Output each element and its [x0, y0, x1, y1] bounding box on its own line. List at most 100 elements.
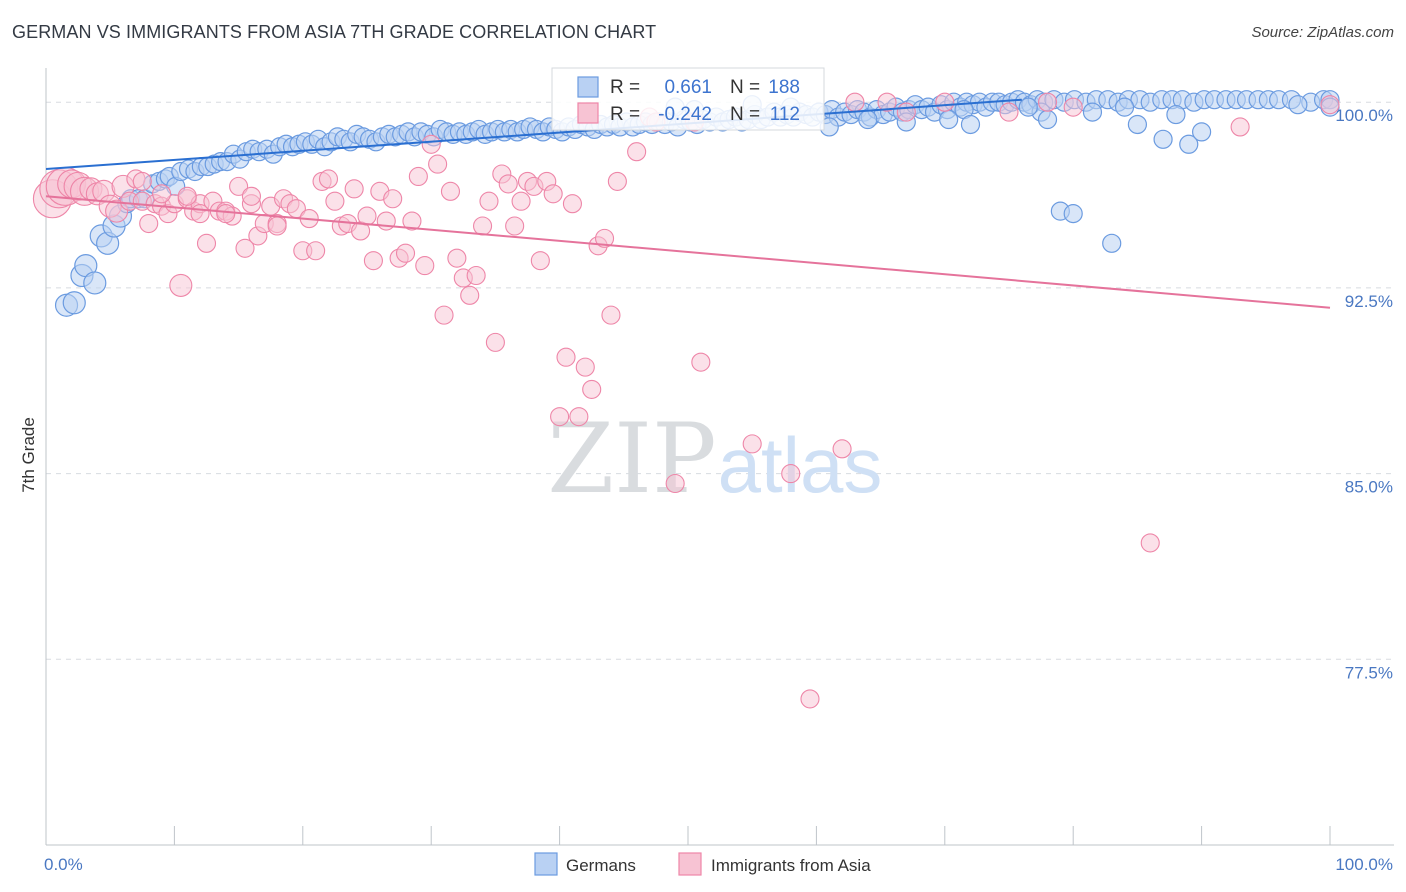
- asia-point: [601, 305, 621, 325]
- asia-point: [466, 265, 486, 286]
- asia-point: [460, 285, 480, 305]
- asia-point: [742, 434, 762, 454]
- stats-swatch-germans: [577, 76, 599, 98]
- asia-point: [440, 181, 461, 201]
- watermark-atlas: atlas: [718, 421, 883, 509]
- germans-point: [1018, 97, 1038, 117]
- asia-point: [627, 142, 647, 162]
- asia-point: [383, 189, 403, 209]
- asia-point: [395, 243, 416, 263]
- asia-point: [190, 204, 210, 224]
- legend: Germans Immigrants from Asia: [534, 852, 871, 876]
- tick-labels: 100.0% 92.5% 85.0% 77.5% 0.0% 100.0%: [44, 106, 1393, 874]
- asia-point: [569, 407, 589, 427]
- legend-swatch-germans: [534, 852, 558, 876]
- germans-point: [1191, 122, 1212, 142]
- asia-point: [582, 379, 602, 399]
- stats-box: R = 0.661 N = 188 R = -0.242 N = 112: [551, 67, 825, 131]
- source-label: Source: ZipAtlas.com: [1251, 24, 1394, 41]
- germans-point: [1102, 233, 1122, 253]
- asia-point: [152, 184, 172, 204]
- germans-point: [1037, 109, 1058, 130]
- series-asia-points: [32, 92, 1340, 709]
- y-tick-label: 85.0%: [1345, 478, 1393, 497]
- stats-swatch-asia: [577, 102, 599, 124]
- asia-point: [691, 352, 711, 372]
- asia-point: [511, 191, 531, 211]
- asia-point: [241, 186, 261, 206]
- asia-point: [1230, 117, 1250, 137]
- asia-point: [447, 248, 467, 268]
- asia-point: [1140, 533, 1160, 553]
- asia-point: [473, 216, 493, 236]
- asia-point: [434, 305, 454, 325]
- germans-point: [1179, 134, 1199, 154]
- germans-point: [858, 109, 878, 130]
- germans-point: [1082, 102, 1103, 122]
- asia-point: [485, 332, 505, 352]
- asia-point: [556, 347, 576, 367]
- asia-point: [479, 191, 499, 211]
- asia-point: [357, 206, 377, 226]
- asia-point: [428, 154, 448, 174]
- legend-label-asia: Immigrants from Asia: [711, 856, 871, 875]
- asia-point: [169, 273, 193, 297]
- asia-point: [832, 439, 852, 459]
- asia-point: [402, 211, 422, 231]
- asia-point: [408, 166, 428, 187]
- stats-n-label-germans: N =: [730, 77, 760, 98]
- asia-point: [896, 102, 916, 122]
- asia-point: [132, 171, 152, 191]
- asia-point: [665, 473, 685, 494]
- asia-point: [306, 241, 326, 261]
- asia-point: [216, 204, 236, 224]
- stats-r-value-germans: 0.661: [664, 77, 712, 98]
- asia-point: [267, 216, 287, 236]
- y-tick-label: 92.5%: [1345, 292, 1393, 311]
- asia-point: [845, 92, 865, 112]
- germans-point: [1114, 97, 1135, 117]
- legend-swatch-asia: [678, 852, 702, 876]
- asia-point: [607, 171, 627, 191]
- asia-point: [562, 194, 582, 214]
- stats-r-label-asia: R =: [610, 104, 640, 125]
- chart-title: GERMAN VS IMMIGRANTS FROM ASIA 7TH GRADE…: [12, 22, 657, 42]
- asia-point: [196, 233, 217, 253]
- asia-point: [344, 179, 364, 199]
- asia-point: [530, 251, 550, 271]
- asia-point: [877, 92, 897, 112]
- asia-point: [235, 238, 255, 258]
- asia-point: [505, 216, 525, 236]
- x-tick-label-min: 0.0%: [44, 855, 83, 874]
- y-axis-title: 7th Grade: [19, 417, 38, 493]
- asia-point: [421, 134, 441, 154]
- asia-point: [543, 184, 563, 204]
- stats-n-label-asia: N =: [730, 104, 760, 125]
- y-tick-label: 100.0%: [1335, 106, 1393, 125]
- x-tick-label-max: 100.0%: [1335, 855, 1393, 874]
- germans-point: [939, 109, 959, 130]
- germans-point: [1063, 204, 1083, 224]
- asia-point: [999, 102, 1019, 122]
- asia-point: [229, 176, 249, 196]
- asia-trend-line: [45, 195, 1331, 309]
- asia-point: [1037, 92, 1058, 112]
- asia-point: [935, 92, 955, 112]
- germans-point: [1166, 104, 1186, 125]
- stats-n-value-germans: 188: [768, 77, 800, 98]
- asia-point: [1320, 95, 1340, 115]
- germans-point: [960, 114, 981, 135]
- asia-point: [177, 186, 197, 206]
- legend-label-germans: Germans: [566, 856, 636, 875]
- watermark: ZIP atlas: [547, 403, 882, 515]
- asia-point: [550, 407, 570, 427]
- asia-point: [318, 169, 339, 189]
- asia-point: [575, 357, 595, 377]
- trend-lines: [45, 98, 1331, 309]
- germans-point: [1127, 114, 1148, 135]
- asia-point: [325, 191, 345, 211]
- germans-point: [1153, 129, 1173, 149]
- stats-r-label-germans: R =: [610, 77, 640, 98]
- y-tick-label: 77.5%: [1345, 663, 1393, 682]
